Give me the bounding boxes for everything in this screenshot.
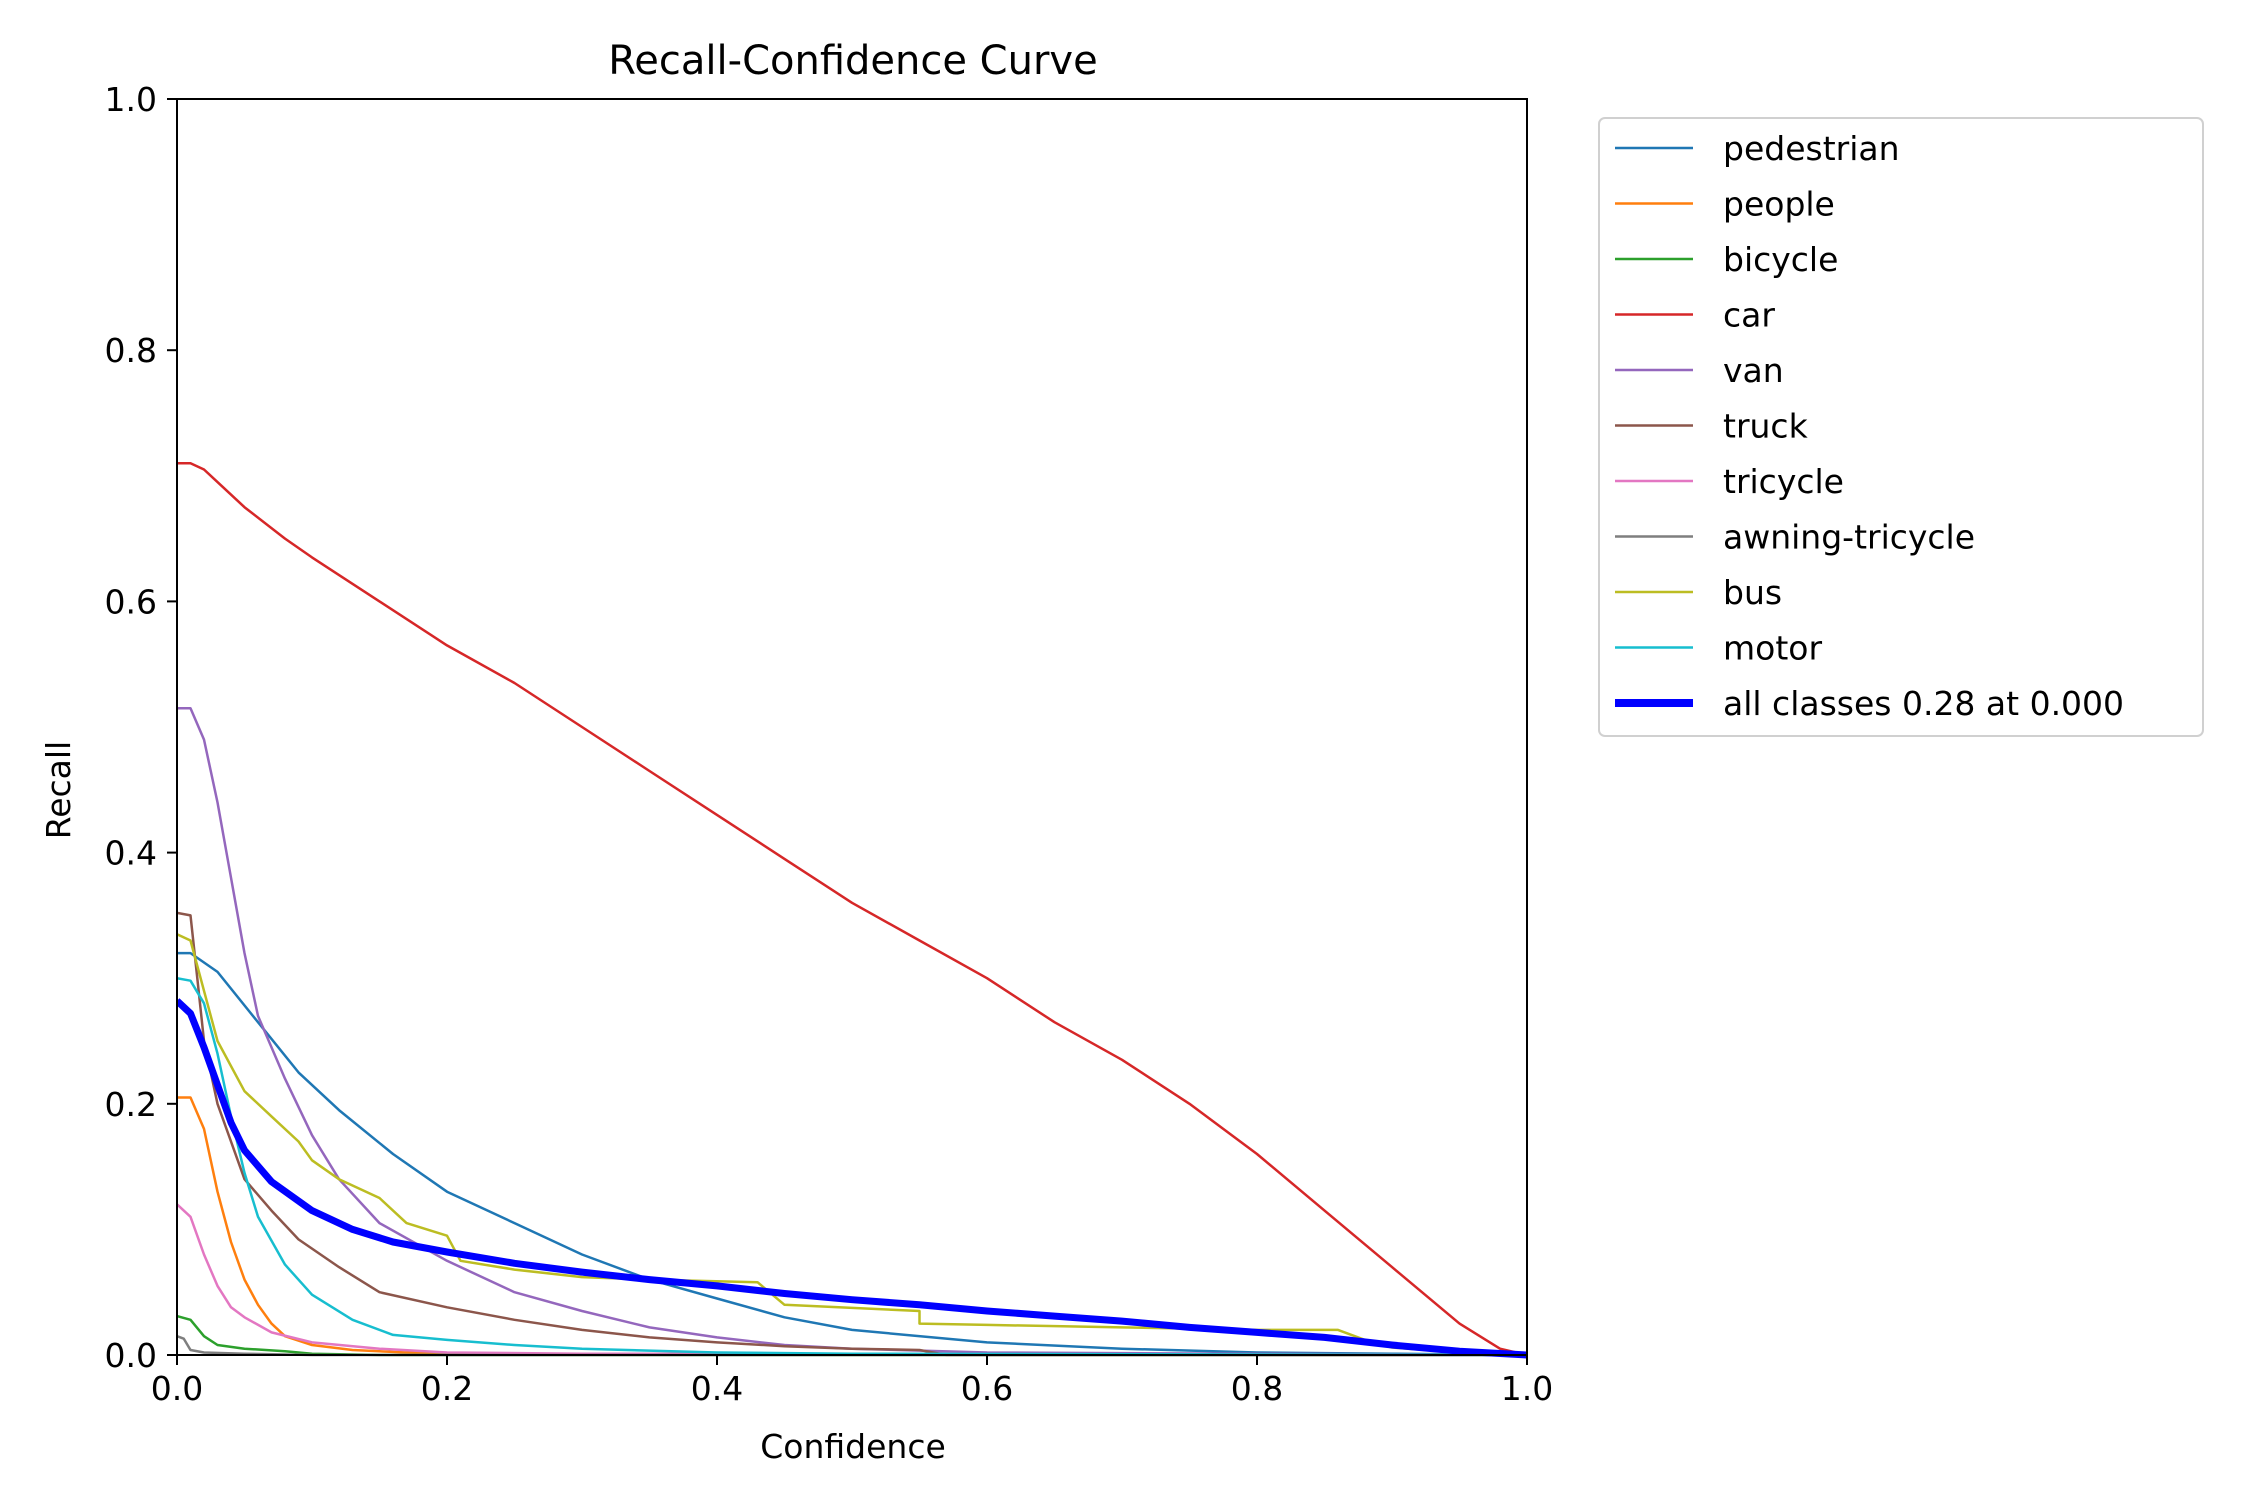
series-line-bus [177, 933, 1527, 1357]
y-tick-label: 0.2 [105, 1085, 157, 1124]
x-tick-label: 0.2 [421, 1369, 473, 1408]
series-lines [177, 461, 1527, 1359]
x-tick-label: 0.8 [1231, 1369, 1283, 1408]
legend-label: pedestrian [1723, 129, 1900, 168]
series-line-people [177, 1096, 1527, 1357]
axes: 0.0 0.2 0.4 0.6 0.8 1.0 0.0 0.2 0.4 0.6 0.8 1.0 [105, 80, 1554, 1408]
legend-label: bicycle [1723, 240, 1838, 279]
legend-label: all classes 0.28 at 0.000 [1723, 684, 2124, 723]
y-tick-label: 0.8 [105, 331, 157, 370]
series-line-motor [177, 976, 1527, 1357]
legend-label: motor [1723, 629, 1822, 668]
x-tick-label: 0.4 [691, 1369, 743, 1408]
legend-label: people [1723, 185, 1835, 224]
legend-label: car [1723, 296, 1775, 335]
legend-label: van [1723, 351, 1784, 390]
series-line-all-classes-0-28-at-0-000 [177, 998, 1527, 1359]
y-axis-label: Recall [39, 741, 78, 839]
legend-label: awning-tricycle [1723, 518, 1975, 557]
series-line-truck [177, 911, 1527, 1357]
y-tick-label: 0.0 [105, 1336, 157, 1375]
series-line-tricycle [177, 1203, 1527, 1357]
y-tick-label: 1.0 [105, 80, 157, 119]
legend-box [1598, 117, 2204, 737]
legend-label: tricycle [1723, 462, 1844, 501]
series-line-van [177, 706, 1527, 1357]
series-line-pedestrian [177, 951, 1527, 1357]
x-tick-label: 0.0 [151, 1369, 203, 1408]
plot-frame [176, 98, 1528, 1356]
legend: pedestrian people bicycle car van truck tricyc… [1598, 117, 2204, 737]
legend-label: bus [1723, 573, 1782, 612]
series-line-car [177, 461, 1527, 1357]
legend-label: truck [1723, 407, 1809, 446]
chart-title: Recall-Confidence Curve [608, 38, 1097, 84]
x-tick-label: 0.6 [961, 1369, 1013, 1408]
x-axis-label: Confidence [760, 1427, 946, 1466]
x-tick-label: 1.0 [1501, 1369, 1553, 1408]
plot-area [177, 461, 1527, 1359]
y-tick-label: 0.6 [105, 582, 157, 621]
y-tick-label: 0.4 [105, 834, 157, 873]
